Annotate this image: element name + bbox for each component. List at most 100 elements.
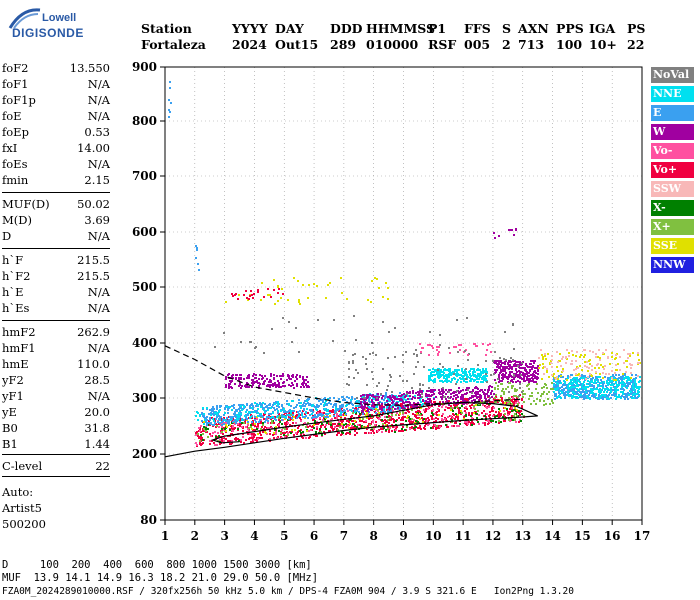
echo-point	[293, 277, 295, 279]
echo-point	[618, 394, 620, 396]
echo-point	[419, 390, 421, 392]
echo-point	[209, 409, 211, 411]
echo-point	[482, 422, 484, 424]
echo-point	[204, 419, 206, 421]
echo-point	[241, 426, 243, 428]
param-value: 0.53	[84, 125, 110, 139]
echo-point	[195, 415, 197, 417]
echo-point	[439, 401, 441, 403]
echo-point	[629, 363, 631, 365]
echo-point	[574, 393, 576, 395]
echo-point	[575, 360, 577, 362]
echo-point	[492, 415, 494, 417]
echo-point	[409, 422, 411, 424]
echo-point	[485, 354, 487, 356]
echo-point	[232, 295, 234, 297]
echo-point	[322, 419, 324, 421]
echo-point	[465, 381, 467, 383]
echo-point	[371, 395, 373, 397]
echo-point	[243, 294, 245, 296]
echo-point	[277, 292, 279, 294]
echo-point	[358, 411, 360, 413]
echo-point	[609, 381, 611, 383]
echo-point	[577, 385, 579, 387]
echo-point	[467, 389, 469, 391]
echo-point	[619, 356, 621, 358]
echo-point	[253, 411, 255, 413]
echo-point	[487, 391, 489, 393]
echo-point	[609, 363, 611, 365]
param-separator	[2, 248, 110, 249]
echo-point	[480, 374, 482, 376]
echo-point	[620, 397, 622, 399]
echo-point	[402, 361, 404, 363]
echo-point	[571, 379, 573, 381]
echo-point	[513, 415, 515, 417]
echo-point	[345, 413, 347, 415]
echo-point	[557, 370, 559, 372]
echo-point	[417, 421, 419, 423]
echo-point	[269, 294, 271, 296]
echo-point	[444, 418, 446, 420]
echo-point	[339, 426, 341, 428]
echo-point	[336, 434, 338, 436]
echo-point	[348, 384, 350, 386]
header-row1-cell: DDD	[330, 21, 363, 36]
echo-point	[493, 393, 495, 395]
echo-point	[321, 415, 323, 417]
echo-point	[251, 428, 253, 430]
echo-point	[330, 424, 332, 426]
echo-point	[319, 428, 321, 430]
echo-point	[273, 374, 275, 376]
echo-point	[548, 391, 550, 393]
echo-point	[537, 373, 539, 375]
echo-point	[219, 419, 221, 421]
echo-point	[467, 423, 469, 425]
echo-point	[599, 359, 601, 361]
echo-point	[524, 367, 526, 369]
echo-point	[412, 390, 414, 392]
echo-point	[239, 425, 241, 427]
echo-point	[373, 396, 375, 398]
echo-point	[402, 354, 404, 356]
echo-point	[276, 416, 278, 418]
echo-point	[493, 232, 495, 234]
param-value: N/A	[87, 301, 110, 315]
echo-point	[318, 400, 320, 402]
echo-point	[415, 392, 417, 394]
echo-point	[278, 386, 280, 388]
echo-point	[219, 443, 221, 445]
echo-point	[514, 407, 516, 409]
echo-point	[306, 424, 308, 426]
echo-point	[425, 393, 427, 395]
echo-point	[253, 373, 255, 375]
echo-point	[484, 389, 486, 391]
echo-point	[418, 397, 420, 399]
echo-point	[307, 422, 309, 424]
echo-point	[402, 430, 404, 432]
echo-point	[399, 398, 401, 400]
echo-point	[259, 432, 261, 434]
echo-point	[324, 433, 326, 435]
echo-point	[497, 378, 499, 380]
echo-point	[286, 379, 288, 381]
echo-point	[371, 280, 373, 282]
echo-point	[356, 400, 358, 402]
echo-point	[448, 404, 450, 406]
echo-point	[501, 383, 503, 385]
echo-point	[372, 421, 374, 423]
echo-point	[464, 421, 466, 423]
echo-point	[262, 424, 264, 426]
echo-point	[267, 420, 269, 422]
echo-point	[370, 301, 372, 303]
echo-point	[631, 374, 633, 376]
echo-point	[442, 366, 444, 368]
echo-point	[483, 392, 485, 394]
echo-point	[356, 397, 358, 399]
echo-point	[515, 373, 517, 375]
echo-point	[417, 394, 419, 396]
echo-point	[231, 293, 233, 295]
echo-point	[615, 354, 617, 356]
echo-point	[302, 384, 304, 386]
echo-point	[329, 412, 331, 414]
